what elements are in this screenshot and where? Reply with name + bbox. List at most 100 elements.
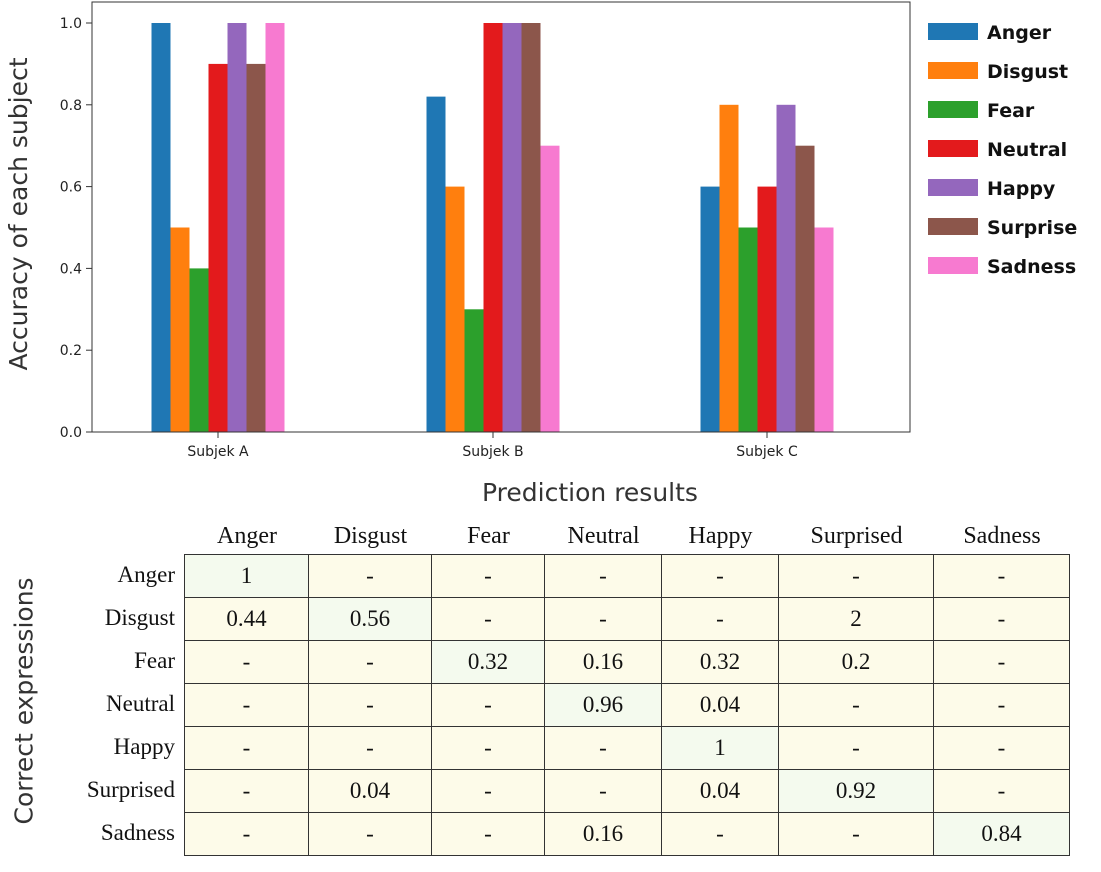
table-row: - - -0.16- -0.84 (184, 812, 1070, 856)
table-row: - -0.32 0.16 0.32 0.2- (184, 640, 1070, 684)
table-cell: 0.44 (184, 597, 309, 641)
table-cell: 0.04 (308, 769, 432, 813)
legend: Anger Disgust Fear Neutral Happy Surprise Sadn… (928, 22, 1077, 278)
table-row: -0.04- -0.04 0.92- (184, 769, 1070, 813)
legend-swatch-anger (928, 23, 978, 40)
table-cell: 0.32 (431, 640, 545, 684)
bar-fear-3 (738, 227, 758, 432)
row-header-happy: Happy (113, 734, 175, 759)
table-row: 1------ (184, 554, 1070, 598)
table-cell: 0.84 (933, 812, 1070, 856)
table-cell: - (933, 683, 1070, 727)
legend-label-sadness: Sadness (987, 256, 1076, 278)
table-cell: - (933, 554, 1070, 598)
legend-swatch-disgust (928, 62, 978, 79)
bar-chart: 0.00.20.40.60.81.0 Subjek A Subjek B Subje… (4, 1, 1077, 460)
bar-surprise-3 (795, 145, 815, 432)
y-tick-label: 0.4 (60, 261, 82, 277)
bar-disgust-2 (445, 186, 465, 432)
table-cell: - (308, 683, 432, 727)
legend-swatch-surprise (928, 218, 978, 235)
bar-disgust-1 (170, 227, 190, 432)
column-header-happy: Happy (688, 523, 753, 549)
column-header-surprised: Surprised (810, 523, 903, 549)
table-cell: - (778, 683, 934, 727)
table-cell: - (778, 554, 934, 598)
table-cell: - (544, 726, 662, 770)
x-tick-label: Subjek C (736, 444, 798, 460)
column-header-fear: Fear (467, 523, 510, 549)
bar-sadness-1 (265, 23, 285, 432)
row-header-surprised: Surprised (86, 777, 175, 802)
legend-label-happy: Happy (987, 178, 1056, 200)
y-tick-label: 0.0 (60, 425, 82, 441)
table-cell: 0.04 (661, 769, 779, 813)
table-cell: 0.16 (544, 640, 662, 684)
y-axis: 0.0 0.2 0.4 0.6 0.8 1.0 (60, 16, 92, 441)
bar-surprise-2 (521, 23, 541, 432)
bar-happy-1 (227, 23, 247, 432)
table-cell: - (544, 597, 662, 641)
bar-sadness-3 (814, 227, 834, 432)
legend-label-disgust: Disgust (987, 61, 1068, 83)
legend-label-surprise: Surprise (987, 217, 1077, 239)
table-cell: 0.92 (778, 769, 934, 813)
bar-neutral-3 (757, 186, 777, 432)
legend-swatch-sadness (928, 257, 978, 274)
row-header-neutral: Neutral (106, 691, 175, 716)
table-cell: - (933, 640, 1070, 684)
table-cell: - (778, 812, 934, 856)
y-axis-label: Accuracy of each subject (4, 57, 33, 370)
bar-happy-3 (776, 104, 796, 433)
row-header-sadness: Sadness (100, 820, 175, 845)
legend-label-fear: Fear (987, 100, 1035, 122)
row-header-disgust: Disgust (104, 605, 175, 630)
table-cell: - (431, 554, 545, 598)
table-row: 0.44 0.56- - -2- (184, 597, 1070, 641)
column-header-neutral: Neutral (567, 523, 640, 549)
column-header-sadness: Sadness (963, 523, 1041, 549)
table-cell: - (308, 554, 432, 598)
table-cell: 0.32 (661, 640, 779, 684)
table-cell: - (544, 769, 662, 813)
x-tick-label: Subjek A (187, 444, 249, 460)
table-cell: - (661, 597, 779, 641)
table-cell: - (933, 597, 1070, 641)
bar-fear-2 (464, 309, 484, 432)
column-header-disgust: Disgust (333, 523, 408, 549)
table-cell: - (778, 726, 934, 770)
bar-neutral-2 (483, 23, 503, 432)
table-cell: - (308, 640, 432, 684)
bar-anger-2 (426, 96, 446, 433)
table-cell: - (184, 812, 309, 856)
table-cell: - (933, 726, 1070, 770)
legend-swatch-neutral (928, 140, 978, 157)
row-header-fear: Fear (134, 648, 175, 673)
table-cell: - (661, 554, 779, 598)
table-y-axis-label: Correct expressions (9, 577, 39, 825)
legend-swatch-happy (928, 179, 978, 196)
bar-anger-1 (151, 23, 171, 432)
y-tick-label: 0.8 (60, 98, 82, 114)
bars-group (151, 23, 834, 433)
y-tick-label: 1.0 (60, 16, 82, 32)
table-cell: 1 (661, 726, 779, 770)
bar-anger-3 (700, 186, 720, 432)
table-cell: - (184, 726, 309, 770)
bar-surprise-1 (246, 63, 266, 433)
table-cell: 2 (778, 597, 934, 641)
bar-fear-1 (189, 268, 209, 432)
row-header-anger: Anger (117, 562, 175, 587)
table-cell: 0.96 (544, 683, 662, 727)
table-cell: 0.2 (778, 640, 934, 684)
legend-swatch-fear (928, 101, 978, 118)
bar-neutral-1 (208, 63, 228, 433)
bar-disgust-3 (719, 104, 739, 433)
table-cell: - (184, 769, 309, 813)
table-cell: - (431, 597, 545, 641)
table-cell: - (431, 683, 545, 727)
table-cell: - (661, 812, 779, 856)
table-cell: 0.16 (544, 812, 662, 856)
legend-label-anger: Anger (987, 22, 1052, 44)
table-row: ----1-- (184, 726, 1070, 770)
